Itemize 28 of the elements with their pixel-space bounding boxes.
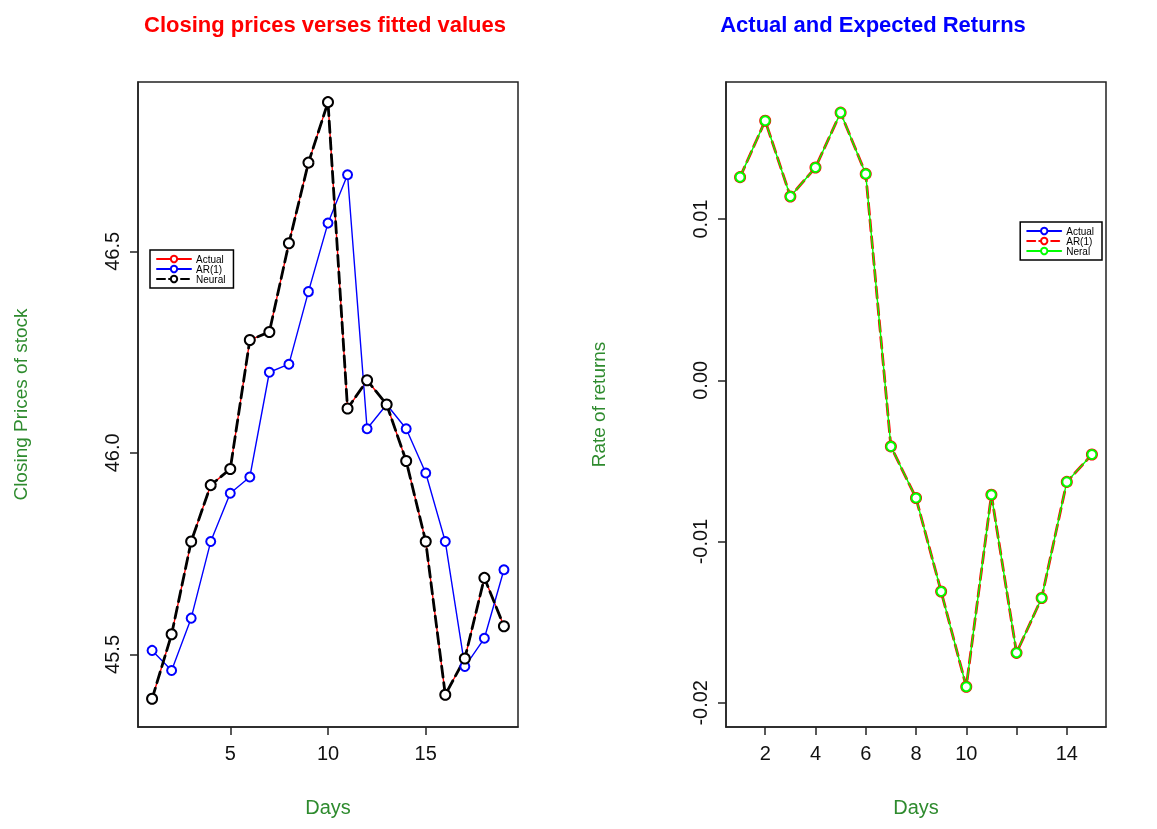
x-tick-label: 8 <box>910 742 922 764</box>
x-tick-label: 15 <box>414 742 437 764</box>
legend-label: AR(1) <box>1066 235 1093 247</box>
legend-label: AR(1) <box>196 263 223 275</box>
legend-label: Actual <box>196 253 224 265</box>
x-tick-label: 5 <box>224 742 236 764</box>
x-tick-label: 6 <box>860 742 872 764</box>
y-tick-label: -0.01 <box>689 518 711 565</box>
y-axis-title: Closing Prices of stock <box>10 307 31 501</box>
x-tick-label: 2 <box>759 742 771 764</box>
x-tick-label: 14 <box>1055 742 1078 764</box>
x-tick-label: 10 <box>955 742 978 764</box>
x-axis-title: Days <box>893 796 939 818</box>
chart-title: Closing prices verses fitted values <box>144 11 506 37</box>
x-tick-label: 10 <box>316 742 340 764</box>
y-tick-label: 46.5 <box>101 231 123 271</box>
legend-label: Neural <box>196 273 226 285</box>
legend-label: Actual <box>1066 225 1094 237</box>
y-tick-label: 0.01 <box>689 199 711 239</box>
x-tick-label: 4 <box>809 742 822 764</box>
legend-label: Neral <box>1066 245 1091 257</box>
y-tick-label: 0.00 <box>689 360 711 400</box>
chart-title: Actual and Expected Returns <box>720 11 1026 37</box>
y-tick-label: 45.5 <box>101 634 123 674</box>
y-axis-title: Rate of returns <box>588 341 609 468</box>
x-axis-title: Days <box>305 796 351 818</box>
y-tick-label: 46.0 <box>101 433 123 473</box>
y-tick-label: -0.02 <box>689 680 711 726</box>
